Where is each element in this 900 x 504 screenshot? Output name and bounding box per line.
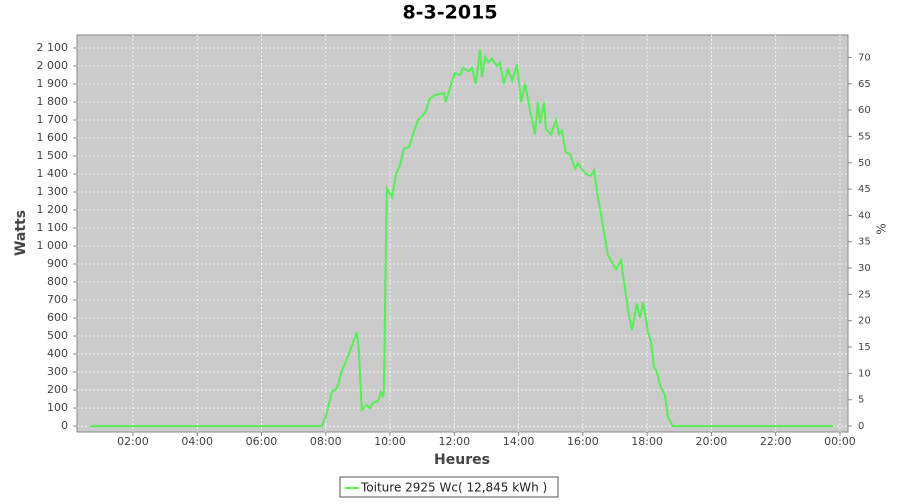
y2-tick-label: 0	[858, 421, 864, 432]
plot-area	[76, 34, 849, 433]
legend	[339, 476, 559, 498]
x-tick-label: 16:00	[567, 435, 599, 448]
y2-tick-label: 60	[858, 105, 871, 116]
y2-tick-label: 5	[858, 395, 864, 406]
y-tick-label: 500	[47, 329, 68, 342]
y-tick-label: 1 000	[37, 239, 69, 252]
y2-tick-label: 25	[858, 289, 871, 300]
marks	[89, 49, 834, 428]
x-tick-label: 20:00	[696, 435, 728, 448]
y2-tick-label: 10	[858, 368, 871, 379]
y-axis-label: Watts	[13, 210, 29, 256]
y2-tick-label: 30	[858, 263, 871, 274]
x-tick-label: 08:00	[310, 435, 342, 448]
y2-tick-label: 65	[858, 79, 871, 90]
legend-label: Toiture 2925 Wc( 12,845 kWh )	[360, 481, 547, 495]
x-tick-label: 06:00	[246, 435, 278, 448]
x-tick-label: 18:00	[631, 435, 663, 448]
y-tick-label: 100	[47, 401, 68, 414]
y-tick-label: 0	[61, 419, 68, 432]
series-line	[89, 49, 834, 428]
y-tick-label: 800	[47, 275, 68, 288]
y2-tick-label: 20	[858, 316, 871, 327]
y-tick-label: 900	[47, 257, 68, 270]
y-tick-label: 2 000	[37, 59, 69, 72]
y-tick-label: 1 900	[37, 77, 69, 90]
x-tick-label: 22:00	[760, 435, 792, 448]
y-tick-label: 1 400	[37, 167, 69, 180]
grid	[77, 35, 848, 432]
y-tick-label: 1 700	[37, 113, 69, 126]
x-tick-label: 10:00	[374, 435, 406, 448]
y-tick-label: 1 500	[37, 149, 69, 162]
y-tick-label: 700	[47, 293, 68, 306]
y2-tick-label: 70	[858, 52, 871, 63]
y-tick-label: 300	[47, 365, 68, 378]
y-tick-label: 600	[47, 311, 68, 324]
y2-tick-label: 35	[858, 237, 871, 248]
y-tick-label: 1 800	[37, 95, 69, 108]
y2-tick-label: 40	[858, 210, 871, 221]
x-tick-label: 00:00	[824, 435, 856, 448]
y2-tick-label: 15	[858, 342, 871, 353]
x-axis-label: Heures	[434, 452, 490, 468]
y2-tick-label: 50	[858, 158, 871, 169]
y-tick-label: 1 200	[37, 203, 69, 216]
y2-tick-label: 55	[858, 131, 871, 142]
chart-title: 8-3-2015	[402, 2, 497, 24]
y-tick-label: 400	[47, 347, 68, 360]
x-tick-label: 02:00	[117, 435, 149, 448]
x-tick-label: 04:00	[181, 435, 213, 448]
x-tick-label: 14:00	[503, 435, 535, 448]
y-tick-label: 200	[47, 383, 68, 396]
y-tick-label: 2 100	[37, 41, 69, 54]
y2-axis-label: %	[875, 223, 889, 234]
y-tick-label: 1 600	[37, 131, 69, 144]
y2-tick-label: 45	[858, 184, 871, 195]
x-tick-label: 12:00	[438, 435, 470, 448]
y-tick-label: 1 100	[37, 221, 69, 234]
y-tick-label: 1 300	[37, 185, 69, 198]
